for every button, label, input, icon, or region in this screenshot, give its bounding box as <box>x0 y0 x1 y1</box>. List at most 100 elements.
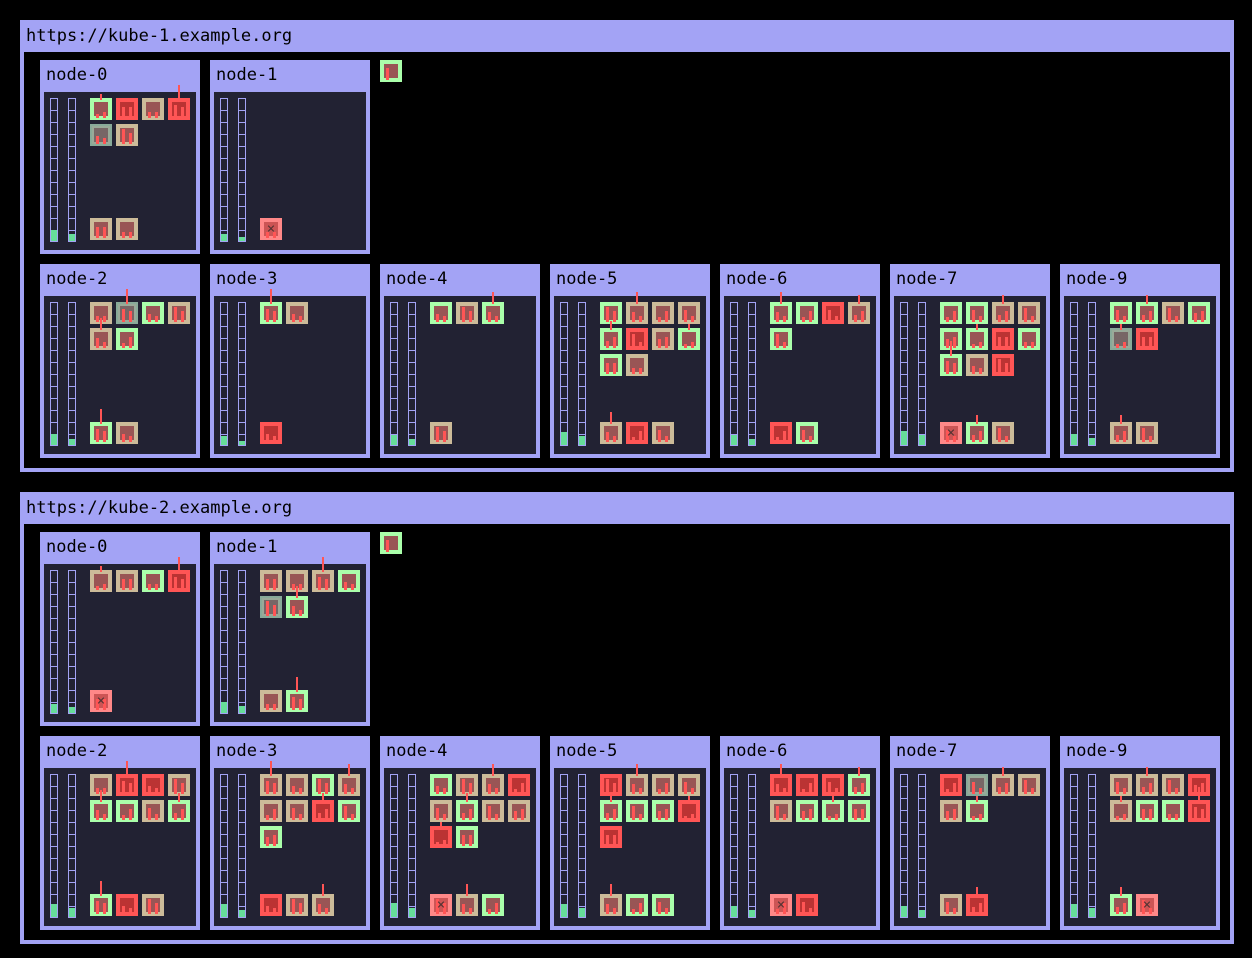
system-pod[interactable] <box>992 422 1014 444</box>
pod[interactable] <box>652 774 674 796</box>
node-panel-node-4[interactable]: node-4 <box>380 264 540 458</box>
pod[interactable] <box>168 302 190 324</box>
pod[interactable] <box>142 302 164 324</box>
pod[interactable] <box>482 800 504 822</box>
node-panel-node-6[interactable]: node-6 <box>720 264 880 458</box>
pod[interactable] <box>508 774 530 796</box>
pod[interactable] <box>600 321 622 350</box>
pod[interactable] <box>116 800 138 822</box>
system-pod[interactable] <box>796 422 818 444</box>
pod[interactable] <box>940 302 962 324</box>
pod[interactable] <box>168 85 190 120</box>
system-pod[interactable] <box>456 884 478 916</box>
system-pod[interactable] <box>600 412 622 444</box>
pod[interactable] <box>770 764 792 796</box>
pod[interactable] <box>1162 774 1184 796</box>
pod[interactable] <box>1018 774 1040 796</box>
pod[interactable] <box>1188 302 1210 324</box>
pod[interactable] <box>260 761 282 796</box>
pod[interactable] <box>286 774 308 796</box>
pod[interactable] <box>966 354 988 376</box>
system-pod[interactable]: × <box>770 894 792 916</box>
system-pod[interactable] <box>940 894 962 916</box>
pod[interactable] <box>142 570 164 592</box>
system-pod[interactable] <box>286 894 308 916</box>
pod[interactable] <box>678 324 700 350</box>
node-panel-node-2[interactable]: node-2 <box>40 264 200 458</box>
pod[interactable] <box>966 774 988 796</box>
pod[interactable] <box>652 302 674 324</box>
system-pod[interactable] <box>652 894 674 916</box>
pod[interactable] <box>678 796 700 822</box>
node-panel-node-7[interactable]: node-7 × <box>890 264 1050 458</box>
pod[interactable] <box>678 302 700 324</box>
pod[interactable] <box>430 800 452 822</box>
node-panel-node-5[interactable]: node-5 <box>550 736 710 930</box>
pod[interactable] <box>168 557 190 592</box>
pod[interactable] <box>116 328 138 350</box>
pod[interactable] <box>1110 324 1132 350</box>
pod[interactable] <box>142 800 164 822</box>
pod[interactable] <box>312 557 334 592</box>
pod[interactable] <box>940 341 962 376</box>
pod[interactable] <box>1110 796 1132 822</box>
pod[interactable] <box>116 124 138 146</box>
pod[interactable] <box>260 596 282 618</box>
node-panel-node-0[interactable]: node-0 × <box>40 532 200 726</box>
pod[interactable] <box>822 774 844 796</box>
pod[interactable] <box>848 295 870 324</box>
system-pod[interactable]: × <box>1136 894 1158 916</box>
pod[interactable] <box>600 793 622 822</box>
pod[interactable] <box>992 328 1014 350</box>
system-pod[interactable]: × <box>430 894 452 916</box>
pod[interactable] <box>456 793 478 822</box>
pod[interactable] <box>1136 295 1158 324</box>
pod[interactable] <box>1162 800 1184 822</box>
pod[interactable] <box>1018 302 1040 324</box>
pod[interactable] <box>940 800 962 822</box>
pod[interactable] <box>652 800 674 822</box>
pod[interactable] <box>1136 328 1158 350</box>
system-pod[interactable] <box>142 894 164 916</box>
system-pod[interactable] <box>626 894 648 916</box>
pod[interactable] <box>1136 800 1158 822</box>
system-pod[interactable]: × <box>260 218 282 240</box>
node-panel-node-0[interactable]: node-0 <box>40 60 200 254</box>
system-pod[interactable] <box>260 690 282 712</box>
system-pod[interactable] <box>770 422 792 444</box>
pod[interactable] <box>286 800 308 822</box>
pod[interactable] <box>312 774 334 796</box>
pod[interactable] <box>116 570 138 592</box>
system-pod[interactable] <box>966 887 988 916</box>
node-panel-node-3[interactable]: node-3 <box>210 736 370 930</box>
pod[interactable] <box>600 354 622 376</box>
pod[interactable] <box>626 292 648 324</box>
pod[interactable] <box>848 767 870 796</box>
system-pod[interactable] <box>652 422 674 444</box>
pod[interactable] <box>678 774 700 796</box>
pod[interactable] <box>260 570 282 592</box>
pod[interactable] <box>286 302 308 324</box>
pod[interactable] <box>168 793 190 822</box>
system-pod[interactable] <box>430 422 452 444</box>
pod[interactable] <box>90 94 112 120</box>
pod[interactable] <box>482 764 504 796</box>
system-pod[interactable] <box>116 422 138 444</box>
pod[interactable] <box>286 586 308 618</box>
pod[interactable] <box>626 764 648 796</box>
pod[interactable] <box>430 302 452 324</box>
system-pod[interactable] <box>796 894 818 916</box>
pod[interactable] <box>430 822 452 848</box>
system-pod[interactable]: × <box>940 422 962 444</box>
unassigned-pod[interactable] <box>380 60 402 82</box>
pod[interactable] <box>626 328 648 350</box>
pod[interactable] <box>1162 302 1184 324</box>
pod[interactable] <box>90 566 112 592</box>
pod[interactable] <box>1110 302 1132 324</box>
system-pod[interactable] <box>90 881 112 916</box>
pod[interactable] <box>1188 787 1210 822</box>
pod[interactable] <box>338 570 360 592</box>
pod[interactable] <box>260 800 282 822</box>
pod[interactable] <box>116 289 138 324</box>
system-pod[interactable] <box>116 218 138 240</box>
